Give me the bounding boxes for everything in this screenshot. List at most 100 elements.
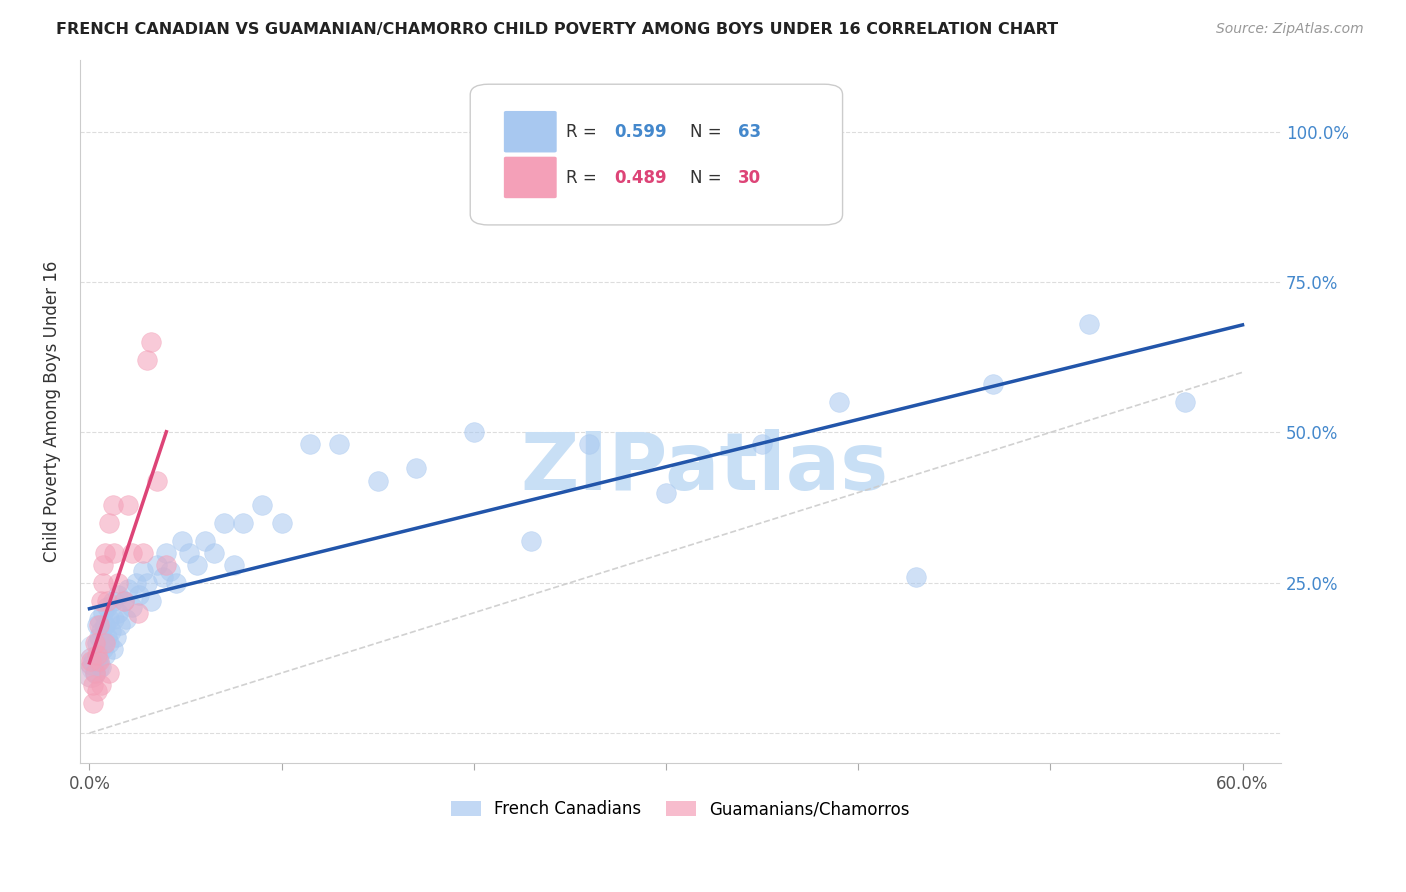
Point (139, 594, 162, 608)
Point (80, 665, 103, 680)
Point (1174, 395, 1197, 409)
Point (112, 594, 135, 608)
Point (165, 575, 187, 590)
Point (80, 665, 103, 680)
Point (270, 516, 292, 530)
Point (520, 533, 543, 548)
Point (904, 570, 927, 584)
Point (655, 143, 678, 157)
Text: R =: R = (567, 123, 602, 141)
Point (87, 617, 110, 632)
Point (103, 612, 125, 626)
Point (90, 678, 112, 692)
Point (87, 612, 110, 626)
Point (91, 641, 114, 656)
Point (299, 437, 322, 451)
Point (91, 558, 114, 572)
Point (105, 630, 128, 644)
Point (145, 558, 167, 572)
Point (80, 654, 103, 668)
Point (90, 594, 112, 608)
Point (87, 654, 110, 668)
Point (132, 546, 155, 560)
FancyBboxPatch shape (470, 84, 842, 225)
Point (170, 533, 193, 548)
Point (97, 612, 120, 626)
Point (110, 617, 132, 632)
Point (82, 678, 104, 692)
Point (82, 654, 104, 668)
Point (121, 599, 143, 614)
Point (94, 648, 117, 662)
Legend: French Canadians, Guamanians/Chamorros: French Canadians, Guamanians/Chamorros (444, 794, 917, 825)
Point (86, 684, 108, 698)
Text: R =: R = (567, 169, 602, 186)
Point (101, 594, 124, 608)
Point (152, 570, 174, 584)
Point (212, 516, 235, 530)
Text: 30: 30 (738, 169, 761, 186)
Point (367, 474, 389, 488)
Point (87, 648, 110, 662)
Text: N =: N = (690, 169, 727, 186)
Point (97, 636, 120, 650)
Point (107, 588, 129, 602)
Point (94, 546, 117, 560)
Point (97, 665, 120, 680)
Point (128, 588, 150, 602)
Point (107, 606, 129, 620)
Text: 0.599: 0.599 (614, 123, 666, 141)
Point (136, 353, 159, 368)
Text: 0.489: 0.489 (614, 169, 666, 186)
Point (96, 599, 118, 614)
Point (121, 546, 143, 560)
Point (136, 575, 159, 590)
FancyBboxPatch shape (503, 111, 557, 153)
Point (202, 546, 225, 560)
Point (252, 498, 274, 512)
Point (86, 636, 108, 650)
Point (90, 624, 112, 638)
Point (139, 335, 162, 350)
Point (112, 594, 135, 608)
Point (82, 654, 104, 668)
Point (103, 546, 125, 560)
Point (90, 660, 112, 674)
Text: Source: ZipAtlas.com: Source: ZipAtlas.com (1216, 22, 1364, 37)
Point (115, 612, 138, 626)
Point (124, 575, 146, 590)
Point (86, 617, 108, 632)
Point (405, 461, 427, 475)
Point (117, 498, 139, 512)
Point (84, 665, 107, 680)
Point (117, 582, 139, 596)
Point (186, 558, 208, 572)
Point (655, 485, 678, 500)
Point (82, 641, 104, 656)
Point (463, 425, 485, 440)
Y-axis label: Child Poverty Among Boys Under 16: Child Poverty Among Boys Under 16 (44, 260, 60, 562)
Point (94, 617, 117, 632)
Point (578, 437, 600, 451)
Point (84, 660, 107, 674)
Point (127, 606, 149, 620)
Point (96, 630, 118, 644)
Point (145, 474, 167, 488)
Point (132, 564, 155, 578)
Point (94, 636, 117, 650)
Point (82, 654, 104, 668)
Point (159, 564, 181, 578)
Text: N =: N = (690, 123, 727, 141)
Point (328, 437, 350, 451)
Point (1077, 317, 1099, 331)
Text: FRENCH CANADIAN VS GUAMANIAN/CHAMORRO CHILD POVERTY AMONG BOYS UNDER 16 CORRELAT: FRENCH CANADIAN VS GUAMANIAN/CHAMORRO CH… (56, 22, 1059, 37)
Point (155, 546, 177, 560)
Point (101, 641, 124, 656)
Point (179, 546, 201, 560)
Text: ZIPatlas: ZIPatlas (520, 429, 889, 507)
Point (96, 594, 118, 608)
Point (232, 516, 254, 530)
Text: 63: 63 (738, 123, 761, 141)
Point (82, 696, 104, 710)
Point (97, 516, 120, 530)
